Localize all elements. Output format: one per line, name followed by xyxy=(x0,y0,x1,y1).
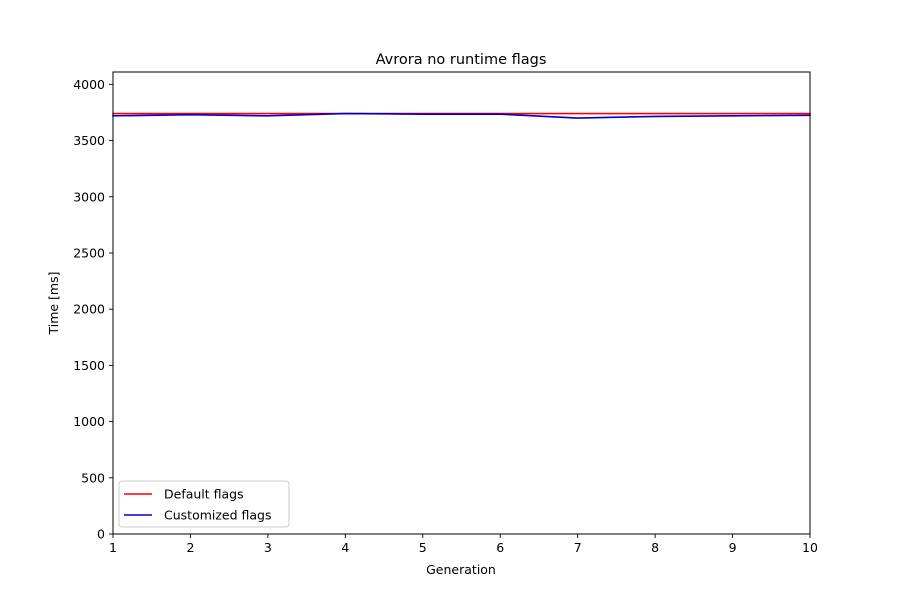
y-axis: 0 500 1000 1500 2000 2500 3000 3500 4000 xyxy=(73,77,113,542)
x-tick-label: 9 xyxy=(729,540,737,555)
y-axis-label: Time [ms] xyxy=(46,271,61,335)
y-tick-label: 0 xyxy=(97,527,105,542)
legend: Default flags Customized flags xyxy=(118,480,290,528)
x-tick-label: 10 xyxy=(802,540,818,555)
x-axis: 1 2 3 4 5 6 7 8 9 10 xyxy=(109,534,818,555)
series-line-customized-flags xyxy=(112,112,811,119)
series-layer xyxy=(112,112,811,119)
chart-title: Avrora no runtime flags xyxy=(376,52,547,68)
y-tick-label: 2000 xyxy=(73,302,105,317)
x-tick-label: 1 xyxy=(109,540,117,555)
legend-label-customized-flags: Customized flags xyxy=(164,508,272,523)
x-axis-label: Generation xyxy=(426,562,496,577)
x-tick-label: 6 xyxy=(496,540,504,555)
y-tick-label: 1000 xyxy=(73,414,105,429)
legend-box xyxy=(118,480,290,528)
y-tick-label: 4000 xyxy=(73,77,105,92)
x-tick-label: 8 xyxy=(651,540,659,555)
y-tick-label: 3000 xyxy=(73,189,105,204)
y-tick-label: 500 xyxy=(81,470,105,485)
x-tick-label: 3 xyxy=(264,540,272,555)
x-tick-label: 2 xyxy=(186,540,194,555)
y-tick-label: 3500 xyxy=(73,133,105,148)
x-tick-label: 7 xyxy=(574,540,582,555)
x-tick-label: 5 xyxy=(419,540,427,555)
plot-frame xyxy=(112,71,811,535)
legend-label-default-flags: Default flags xyxy=(164,487,244,502)
y-tick-label: 2500 xyxy=(73,245,105,260)
x-tick-label: 4 xyxy=(341,540,349,555)
y-tick-label: 1500 xyxy=(73,358,105,373)
